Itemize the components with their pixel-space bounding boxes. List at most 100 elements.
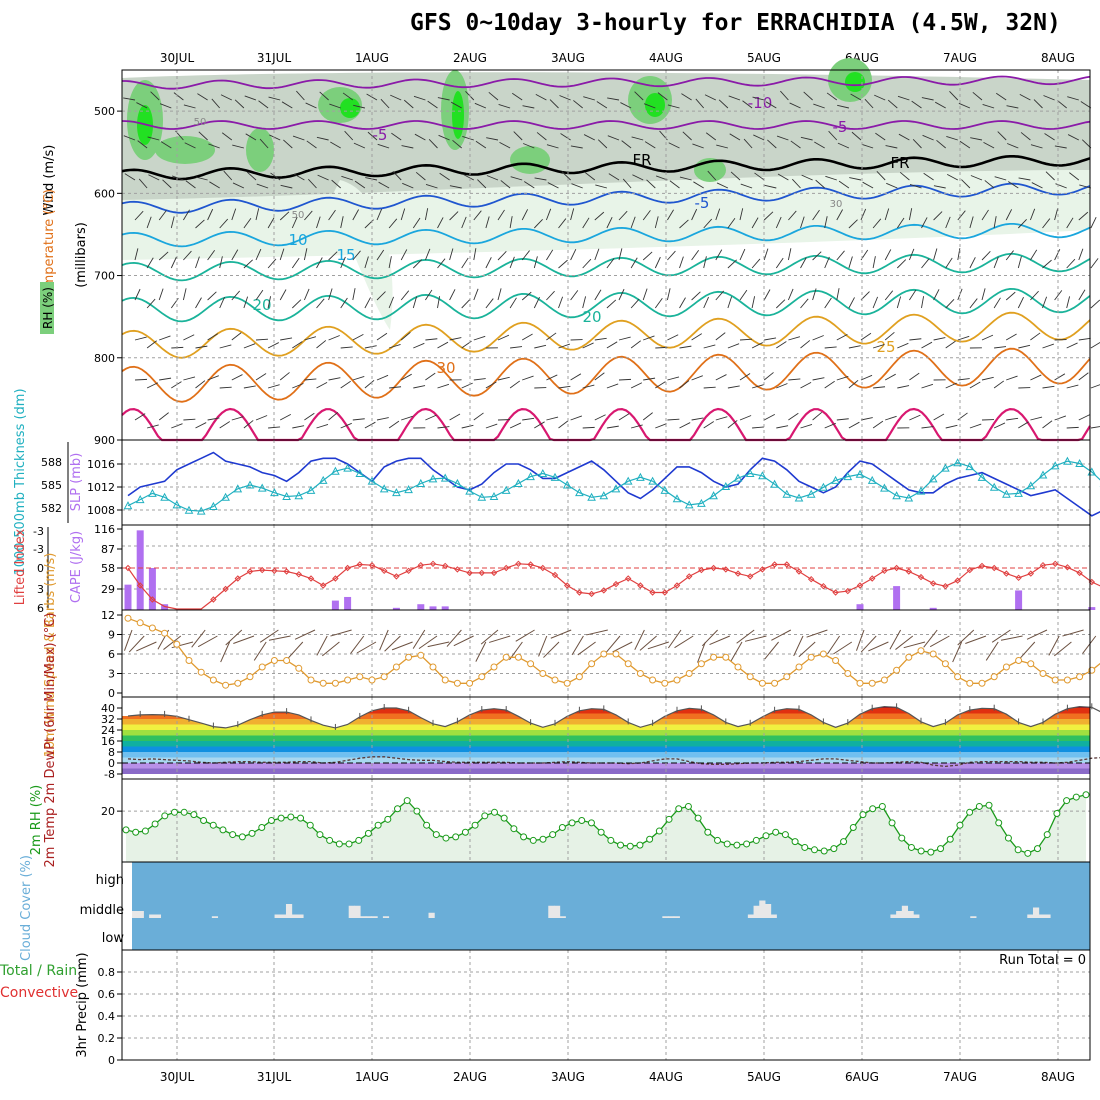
li-marker: [612, 580, 620, 588]
wind-barb: [352, 333, 364, 341]
wind-speed-marker: [588, 660, 596, 668]
wind-barb: [682, 131, 692, 141]
rh-2m-marker: [917, 847, 925, 855]
thickness-marker: [379, 484, 389, 493]
wind-barb: [243, 420, 254, 429]
wind-barb: [679, 422, 691, 429]
wind-barb: [378, 181, 390, 189]
thickness-marker: [819, 482, 828, 491]
wind-barb: [146, 298, 156, 309]
wind-tick-label: 6: [108, 648, 115, 661]
wind-barb: [437, 296, 441, 309]
wind-speed-marker: [209, 676, 217, 684]
wind-barb: [498, 104, 511, 109]
wind-barb-10m: [350, 635, 365, 654]
wind-barb: [304, 336, 317, 341]
li-marker: [881, 567, 888, 575]
rh-2m-marker: [869, 805, 877, 813]
wind-barb: [836, 418, 849, 421]
cape-bar: [392, 607, 400, 610]
thickness-marker: [501, 485, 511, 494]
li-marker: [1051, 560, 1059, 568]
wind-barb: [427, 100, 438, 109]
wind-barb: [365, 177, 378, 181]
wind-barb: [958, 102, 971, 109]
wind-barb: [402, 182, 414, 189]
wind-barb: [727, 420, 738, 429]
wind-barb: [376, 374, 389, 381]
wind-barb: [630, 382, 643, 389]
day-label-top: 7AUG: [943, 51, 977, 65]
thickness-marker: [794, 493, 804, 502]
wind-barb-10m: [124, 629, 133, 651]
wind-barb: [679, 256, 684, 269]
rh-2m-marker: [646, 835, 654, 843]
thickness-marker: [880, 483, 889, 492]
rh-2m-marker: [617, 841, 625, 849]
wind-barb-10m: [833, 641, 853, 655]
wind-barb: [1090, 342, 1100, 349]
li-marker: [917, 573, 925, 581]
cloud-cell: [149, 914, 156, 918]
wind-speed-marker: [441, 676, 449, 684]
cape-tick-label: 58: [101, 562, 115, 575]
cape-bar: [1088, 607, 1096, 610]
wind-barb: [727, 296, 733, 309]
wind-barb: [425, 414, 437, 421]
wind-speed-marker: [563, 679, 571, 687]
wind-tick-label: 0: [108, 687, 115, 700]
wind-barb: [1045, 171, 1055, 181]
wind-barb: [848, 345, 861, 349]
day-label-bottom: 5AUG: [747, 1070, 781, 1084]
wind-barb: [800, 381, 812, 389]
wind-barb: [814, 141, 825, 149]
cape-bar: [344, 596, 352, 610]
day-label-bottom: 3AUG: [551, 1070, 585, 1084]
wind-barb: [219, 256, 223, 269]
wind-tick-label: 9: [108, 629, 115, 642]
wind-barb: [1005, 291, 1016, 301]
wind-barb: [376, 417, 389, 421]
wind-barb: [461, 257, 469, 269]
cape-tick-label: 116: [94, 523, 115, 536]
wind-barb: [981, 288, 986, 301]
rh-2m-marker: [229, 831, 237, 839]
wind-barb-10m: [952, 641, 963, 663]
wind-barb: [497, 288, 502, 301]
wind-barb: [279, 413, 292, 421]
wind-barb: [582, 296, 587, 309]
wind-barb: [231, 374, 243, 381]
wind-barb: [558, 218, 567, 229]
cloud-cell: [559, 916, 566, 918]
rh-2m-marker: [684, 802, 692, 810]
rh-2m-marker: [1043, 831, 1051, 839]
wind-barb: [319, 91, 329, 101]
thickness-line: [127, 460, 1100, 512]
rh-2m-marker: [675, 805, 683, 813]
wind-barb-10m: [475, 641, 487, 662]
wind-barb-10m: [1053, 641, 1072, 657]
li-marker: [990, 564, 998, 572]
wind-barb: [780, 90, 789, 101]
wind-barb: [183, 334, 195, 341]
day-label-top: 1AUG: [355, 51, 389, 65]
wind-barb: [803, 91, 813, 101]
li-marker: [746, 573, 754, 580]
wind-barb: [739, 208, 744, 221]
thickness-marker: [697, 498, 706, 507]
rh-2m-marker: [1082, 791, 1090, 799]
li-marker: [551, 571, 559, 579]
thickness-marker: [282, 491, 291, 500]
thickness-marker: [294, 491, 304, 500]
wind-barb: [219, 386, 232, 389]
rh-band-light: [330, 180, 393, 330]
cloud-cell: [132, 911, 139, 918]
ylabel-2m-temp: 2m Temp 2m DewPt (6hr Min/Max) (°C): [43, 613, 58, 868]
wind-barb: [195, 422, 207, 429]
cloud-cell: [907, 911, 914, 918]
wind-barb: [812, 335, 824, 341]
wind-barb: [594, 337, 607, 341]
wind-barb: [270, 172, 281, 181]
wind-speed-marker: [331, 679, 339, 687]
ylabel-lifted-index: Lifted Index: [13, 528, 28, 605]
